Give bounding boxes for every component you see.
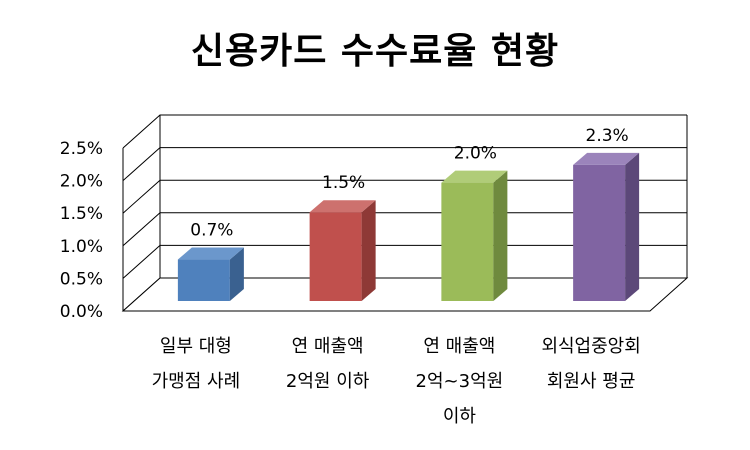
bar — [309, 212, 362, 301]
bar-side — [493, 170, 508, 301]
x-category-label: 이하 — [443, 406, 477, 427]
x-category-label: 가맹점 사례 — [152, 371, 241, 392]
y-tick-label: 0.0% — [60, 302, 103, 322]
x-category-label: 2억~3억원 — [416, 371, 504, 392]
x-category-label: 2억원 이하 — [286, 371, 370, 392]
data-label: 0.7% — [190, 221, 233, 241]
data-label: 2.3% — [586, 126, 629, 146]
y-tick-label: 0.5% — [60, 269, 103, 289]
bar-top — [309, 200, 376, 213]
y-tick-label: 2.0% — [60, 172, 103, 192]
data-label: 2.0% — [454, 144, 497, 164]
y-tick-label: 1.5% — [60, 204, 103, 224]
x-category-label: 연 매출액 — [292, 336, 364, 357]
bar — [441, 182, 494, 301]
grid-layer — [121, 114, 689, 312]
y-tick-label: 1.0% — [60, 237, 103, 257]
bar-side — [229, 247, 244, 301]
bar-top — [573, 152, 640, 165]
x-category-label: 회원사 평균 — [547, 371, 636, 392]
bar-side — [625, 152, 640, 301]
x-category-label: 일부 대형 — [160, 336, 232, 357]
bar — [573, 164, 626, 301]
x-category-label: 외식업중앙회 — [541, 336, 640, 357]
bar-side — [361, 200, 376, 301]
y-tick-label: 2.5% — [60, 139, 103, 159]
bars-layer — [177, 152, 640, 301]
chart-title: 신용카드 수수료율 현황 — [190, 31, 560, 72]
bar-top — [441, 170, 508, 183]
bar-top — [177, 247, 244, 260]
x-category-label: 연 매출액 — [423, 336, 495, 357]
bar — [177, 259, 230, 301]
floor — [121, 277, 689, 312]
data-label: 1.5% — [322, 173, 365, 193]
